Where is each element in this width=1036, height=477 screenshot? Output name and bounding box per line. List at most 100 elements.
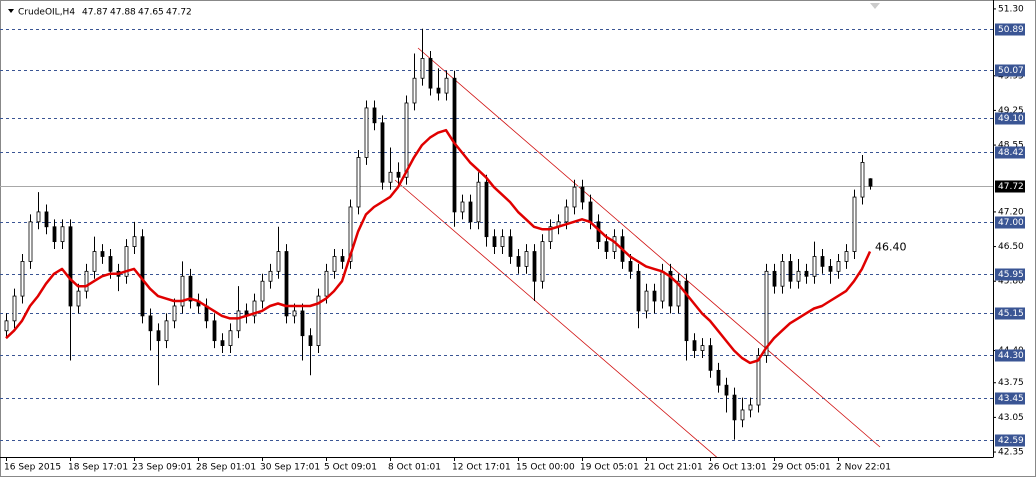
candle-body — [52, 226, 57, 243]
level-label-box — [995, 146, 1025, 159]
level-label-box — [995, 216, 1025, 229]
candle-body — [548, 226, 553, 243]
candle-body — [68, 226, 73, 307]
candle-body — [828, 265, 833, 272]
level-label-box — [995, 268, 1025, 281]
candle-body — [700, 345, 705, 351]
level-label: 45.15 — [998, 309, 1024, 319]
candle-body — [44, 211, 49, 228]
candle-body — [308, 335, 313, 346]
level-label-box — [995, 112, 1025, 125]
scroll-marker — [870, 3, 880, 9]
candle-body — [348, 206, 353, 262]
x-tick-label: 18 Sep 17:01 — [68, 463, 128, 473]
y-tick-label: 46.50 — [998, 242, 1024, 252]
candle-body — [460, 201, 465, 213]
candle-body — [748, 404, 753, 411]
candle-body — [276, 251, 281, 272]
candle-body — [4, 320, 9, 332]
candle-body — [852, 196, 857, 252]
candle-body — [764, 270, 769, 356]
candle-body — [644, 290, 649, 312]
level-label-box — [995, 64, 1025, 77]
candle-body — [396, 171, 401, 178]
level-label-box — [995, 349, 1025, 362]
level-label: 45.95 — [998, 270, 1024, 280]
candle-body — [132, 236, 137, 247]
candle-body — [628, 261, 633, 272]
candle-body — [540, 241, 545, 282]
y-tick-label: 43.05 — [998, 413, 1024, 423]
y-tick-label: 43.75 — [998, 378, 1024, 388]
y-tick-label: 51.30 — [998, 4, 1024, 14]
candle-body — [524, 251, 529, 267]
candle-body — [388, 171, 393, 183]
symbol: CrudeOIL,H4 — [18, 8, 75, 18]
candle-body — [652, 290, 657, 302]
candle-body — [788, 261, 793, 282]
x-tick-label: 29 Oct 05:01 — [772, 463, 831, 473]
candle-body — [804, 270, 809, 277]
x-tick-label: 28 Sep 01:01 — [196, 463, 256, 473]
x-tick-label: 26 Oct 13:01 — [708, 463, 767, 473]
candle-body — [404, 102, 409, 178]
candle-body — [316, 295, 321, 346]
candle-body — [284, 251, 289, 317]
candle-body — [12, 295, 17, 322]
x-tick-label: 15 Oct 00:00 — [516, 463, 575, 473]
x-tick-label: 2 Nov 22:01 — [836, 463, 891, 473]
candle-body — [636, 270, 641, 312]
level-label: 50.89 — [998, 25, 1024, 35]
candle-body — [676, 280, 681, 307]
candle-body — [364, 107, 369, 158]
channel-upper — [417, 47, 881, 448]
x-tick-label: 16 Sep 2015 — [4, 463, 61, 473]
candle-body — [604, 241, 609, 252]
candle-body — [108, 256, 113, 272]
y-tick-label: 49.25 — [998, 106, 1024, 116]
candle-body — [188, 275, 193, 302]
candle-body — [444, 77, 449, 94]
candles — [4, 28, 873, 440]
level-label: 43.45 — [998, 394, 1024, 404]
candle-body — [820, 256, 825, 267]
candle-body — [580, 186, 585, 203]
candle-body — [380, 122, 385, 183]
trend-channel — [394, 47, 881, 457]
candle-body — [756, 355, 761, 406]
candle-body — [796, 270, 801, 282]
y-tick-label: 47.20 — [998, 207, 1024, 217]
candle-body — [476, 181, 481, 223]
x-tick-label: 8 Oct 01:01 — [388, 463, 441, 473]
candle-body — [324, 270, 329, 297]
ma-label: 46.40 — [875, 241, 907, 254]
candle-body — [812, 256, 817, 277]
candle-body — [268, 270, 273, 282]
candle-body — [412, 77, 417, 104]
y-tick-label: 42.35 — [998, 448, 1024, 458]
candle-body — [844, 251, 849, 262]
candle-body — [564, 206, 569, 223]
candle-body — [732, 394, 737, 421]
x-tick-label: 21 Oct 21:01 — [644, 463, 703, 473]
candle-body — [236, 310, 241, 332]
candle-body — [516, 256, 521, 267]
moving-average — [5, 128, 872, 365]
level-label: 42.59 — [998, 436, 1024, 446]
candle-body — [84, 270, 89, 292]
x-tick-label: 5 Oct 09:01 — [324, 463, 377, 473]
candle-body — [468, 201, 473, 223]
candle-body — [836, 261, 841, 272]
candle-body — [588, 201, 593, 223]
level-label: 48.42 — [998, 148, 1024, 158]
candle-body — [332, 256, 337, 272]
candle-body — [28, 221, 33, 262]
candle-body — [484, 181, 489, 238]
candle-body — [428, 58, 433, 89]
level-label: 47.00 — [998, 218, 1024, 228]
candle-body — [492, 236, 497, 247]
candle-body — [300, 310, 305, 337]
level-label-box — [995, 434, 1025, 447]
